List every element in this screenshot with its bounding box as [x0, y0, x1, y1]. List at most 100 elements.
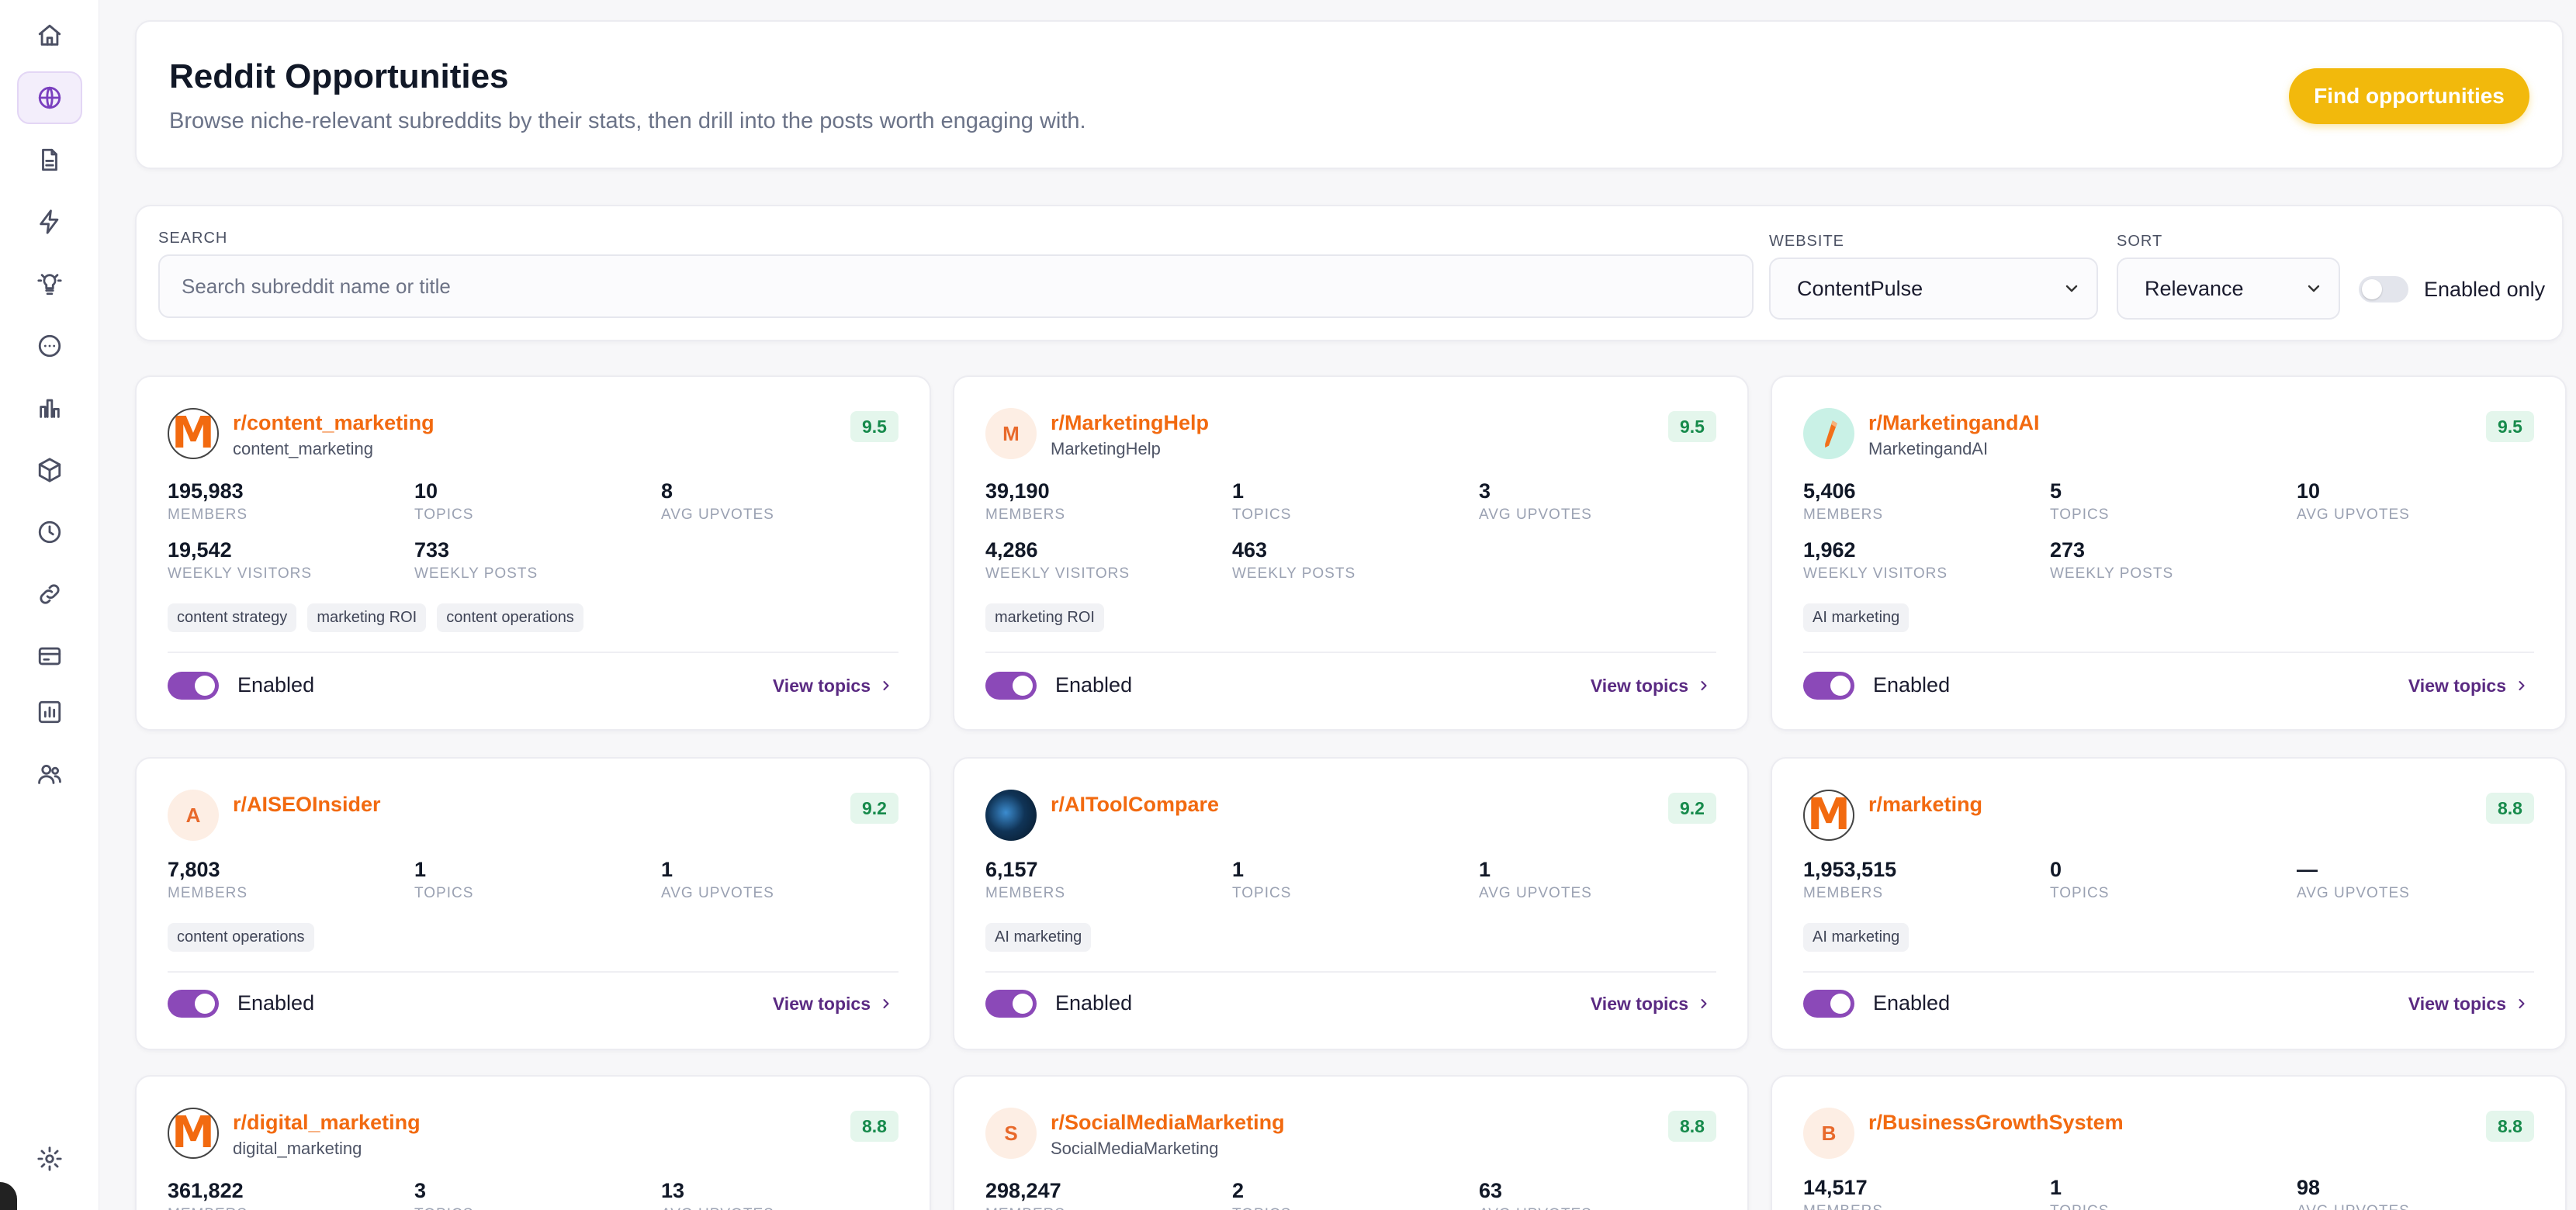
gear-icon[interactable]	[17, 1132, 82, 1185]
page-title: Reddit Opportunities	[169, 57, 509, 95]
divider	[168, 652, 898, 653]
subreddit-name[interactable]: r/MarketingandAI	[1868, 411, 2040, 434]
topics-stat: 5 TOPICS	[2050, 479, 2110, 523]
subreddit-handle: digital_marketing	[233, 1139, 362, 1158]
search-label: SEARCH	[158, 230, 228, 247]
divider	[985, 652, 1716, 653]
lightning-icon[interactable]	[17, 195, 82, 248]
chevron-right-icon	[1696, 678, 1712, 693]
subreddit-avatar: B	[1803, 1108, 1854, 1159]
enabled-label: Enabled	[1873, 991, 1951, 1015]
divider	[168, 971, 898, 973]
enabled-toggle[interactable]	[168, 990, 219, 1018]
subreddit-name[interactable]: r/marketing	[1868, 793, 1983, 816]
users-icon[interactable]	[17, 748, 82, 800]
subreddit-card: M r/marketing 8.8 1,953,515 MEMBERS 0 TOPI…	[1771, 757, 2567, 1050]
view-topics-link[interactable]: View topics	[1590, 994, 1688, 1014]
find-opportunities-button[interactable]: Find opportunities	[2289, 68, 2529, 124]
view-topics-link[interactable]: View topics	[2408, 676, 2506, 696]
subreddit-avatar: M	[985, 408, 1037, 459]
subreddit-name[interactable]: r/AISEOInsider	[233, 793, 381, 816]
view-topics-link[interactable]: View topics	[2408, 994, 2506, 1014]
page-header: Reddit Opportunities Browse niche-releva…	[135, 20, 2564, 169]
cube-icon[interactable]	[17, 444, 82, 496]
tag: marketing ROI	[307, 603, 427, 632]
subreddit-name[interactable]: r/AIToolCompare	[1051, 793, 1220, 816]
subreddit-name[interactable]: r/BusinessGrowthSystem	[1868, 1111, 2124, 1134]
relevance-score-badge: 8.8	[1668, 1111, 1716, 1142]
avg-upvotes-stat: 63AVG UPVOTES	[1479, 1179, 1591, 1210]
enabled-toggle[interactable]	[1803, 672, 1854, 700]
lightbulb-icon[interactable]	[17, 258, 82, 310]
enabled-label: Enabled	[1873, 673, 1951, 697]
relevance-score-badge: 9.5	[2486, 411, 2534, 442]
enabled-only-label: Enabled only	[2424, 278, 2546, 301]
enabled-toggle[interactable]	[985, 672, 1037, 700]
tag-list: AI marketing	[1803, 603, 1909, 632]
subreddit-name[interactable]: r/MarketingHelp	[1051, 411, 1210, 434]
chevron-right-icon	[878, 678, 894, 693]
relevance-score-badge: 8.8	[2486, 793, 2534, 824]
tag: content operations	[437, 603, 583, 632]
tag: AI marketing	[985, 923, 1092, 952]
website-label: WEBSITE	[1769, 233, 1845, 250]
enabled-label: Enabled	[237, 991, 315, 1015]
enabled-toggle[interactable]	[985, 990, 1037, 1018]
chevron-right-icon	[2514, 996, 2529, 1011]
website-select[interactable]: ContentPulse	[1769, 258, 2098, 320]
members-stat: 5,406 MEMBERS	[1803, 479, 1884, 523]
document-icon[interactable]	[17, 133, 82, 186]
sort-select[interactable]: Relevance	[2117, 258, 2340, 320]
avg-upvotes-stat: 1 AVG UPVOTES	[661, 858, 774, 901]
clock-icon[interactable]	[17, 506, 82, 558]
corner-indicator	[0, 1182, 17, 1210]
subreddit-card: M r/MarketingHelp MarketingHelp 9.5 39,1…	[953, 375, 1749, 731]
home-icon[interactable]	[17, 9, 82, 62]
link-icon[interactable]	[17, 568, 82, 621]
tag: content operations	[168, 923, 314, 952]
subreddit-handle: MarketingandAI	[1868, 439, 1989, 458]
members-stat: 39,190 MEMBERS	[985, 479, 1066, 523]
topics-stat: 3TOPICS	[414, 1179, 473, 1210]
subreddit-name[interactable]: r/content_marketing	[233, 411, 435, 434]
chevron-right-icon	[878, 996, 894, 1011]
topics-stat: 2TOPICS	[1232, 1179, 1290, 1210]
subreddit-avatar: A	[168, 790, 219, 841]
tag: content strategy	[168, 603, 297, 632]
relevance-score-badge: 8.8	[850, 1111, 898, 1142]
globe-icon[interactable]	[17, 71, 82, 124]
analytics-icon[interactable]	[17, 686, 82, 738]
chevron-right-icon	[2514, 678, 2529, 693]
view-topics-link[interactable]: View topics	[772, 994, 871, 1014]
subreddit-name[interactable]: r/SocialMediaMarketing	[1051, 1111, 1285, 1134]
sort-select-value: Relevance	[2145, 276, 2244, 300]
filter-bar: SEARCH Search subreddit name or title WE…	[135, 205, 2564, 341]
avg-upvotes-stat: 1 AVG UPVOTES	[1479, 858, 1592, 901]
view-topics-link[interactable]: View topics	[1590, 676, 1688, 696]
enabled-only-toggle[interactable]	[2359, 276, 2408, 302]
search-input[interactable]: Search subreddit name or title	[158, 254, 1754, 318]
credit-card-icon[interactable]	[17, 630, 82, 683]
topics-stat: 0 TOPICS	[2050, 858, 2110, 901]
circle-dots-icon[interactable]	[17, 320, 82, 372]
page-subtitle: Browse niche-relevant subreddits by thei…	[169, 109, 1086, 133]
subreddit-name[interactable]: r/digital_marketing	[233, 1111, 421, 1134]
topics-stat: 10 TOPICS	[414, 479, 474, 523]
weekly-posts-stat: 273 WEEKLY POSTS	[2050, 538, 2174, 582]
enabled-toggle[interactable]	[1803, 990, 1854, 1018]
subreddit-card: M r/digital_marketing digital_marketing …	[135, 1075, 931, 1210]
members-stat: 298,247MEMBERS	[985, 1179, 1065, 1210]
enabled-toggle[interactable]	[168, 672, 219, 700]
view-topics-link[interactable]: View topics	[772, 676, 871, 696]
bar-chart-icon[interactable]	[17, 382, 82, 434]
subreddit-card: M r/content_marketing content_marketing …	[135, 375, 931, 731]
chevron-down-icon	[2062, 279, 2081, 298]
weekly-visitors-stat: 1,962 WEEKLY VISITORS	[1803, 538, 1948, 582]
subreddit-card: A r/AISEOInsider 9.2 7,803 MEMBERS 1 TOPIC…	[135, 757, 931, 1050]
enabled-label: Enabled	[1055, 991, 1133, 1015]
subreddit-handle: SocialMediaMarketing	[1051, 1139, 1219, 1158]
subreddit-avatar: S	[985, 1108, 1037, 1159]
weekly-posts-stat: 733 WEEKLY POSTS	[414, 538, 538, 582]
weekly-posts-stat: 463 WEEKLY POSTS	[1232, 538, 1356, 582]
